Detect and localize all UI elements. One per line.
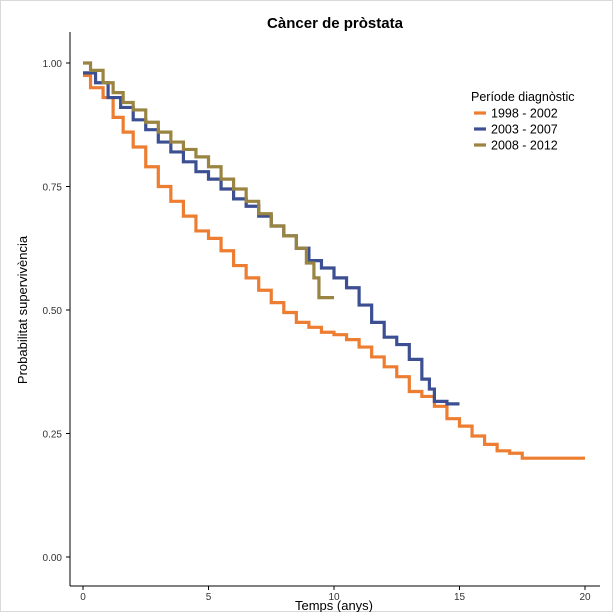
y-tick-label: 1.00 [43, 59, 63, 70]
series-lines [83, 61, 585, 460]
y-tick-label: 0.50 [43, 306, 63, 317]
chart-title: Càncer de pròstata [267, 15, 404, 32]
y-axis-label: Probabilitat supervivència [15, 235, 30, 384]
x-axis-ticks: 0 5 10 15 20 [80, 586, 591, 603]
y-tick-label: 0.00 [43, 553, 63, 564]
series-line-3 [83, 61, 334, 300]
legend-label: 2008 - 2012 [491, 139, 558, 153]
x-tick-label: 5 [206, 592, 212, 603]
legend: Període diagnòstic 1998 - 2002 2003 - 200… [471, 90, 575, 153]
y-tick-label: 0.25 [43, 430, 63, 441]
x-tick-label: 10 [328, 592, 340, 603]
series-line-1 [83, 73, 585, 460]
x-axis-label: Temps (anys) [295, 598, 373, 612]
x-tick-label: 20 [579, 592, 591, 603]
x-tick-label: 15 [454, 592, 466, 603]
legend-title: Període diagnòstic [471, 90, 575, 104]
legend-label: 1998 - 2002 [491, 107, 558, 121]
legend-label: 2003 - 2007 [491, 123, 558, 137]
y-axis-ticks: 0.00 0.25 0.50 0.75 1.00 [43, 59, 70, 564]
y-tick-label: 0.75 [43, 183, 63, 194]
x-tick-label: 0 [80, 592, 86, 603]
